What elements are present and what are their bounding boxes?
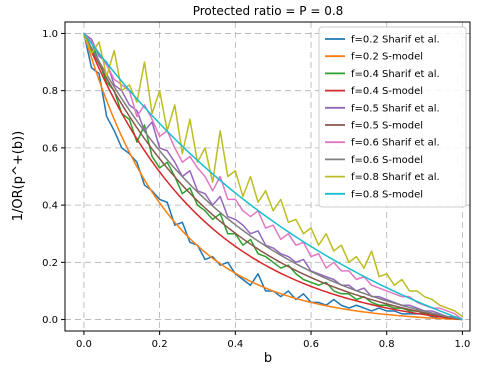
y-axis-ticks: 0.0 0.2 0.4 0.6 0.8 1.0 [42, 29, 65, 326]
plot-frame [64, 21, 471, 332]
legend-label: f=0.8 Sharif et al. [351, 172, 440, 183]
y-tick-label: 0.8 [42, 86, 58, 97]
series-line-7 [83, 33, 463, 321]
x-axis-label: b [264, 351, 272, 366]
series-line-1 [83, 33, 463, 321]
legend-label: f=0.4 S-model [351, 86, 423, 97]
x-tick-label: 0.4 [227, 339, 243, 350]
series-line-3 [83, 33, 463, 321]
chart-title: Protected ratio = P = 0.8 [193, 4, 344, 18]
legend-label: f=0.6 Sharif et al. [351, 138, 440, 149]
x-tick-label: 0.0 [76, 339, 92, 350]
y-tick-label: 0.4 [42, 201, 58, 212]
x-axis-ticks: 0.0 0.2 0.4 0.6 0.8 1.0 [76, 331, 470, 350]
x-tick-label: 0.8 [379, 339, 395, 350]
y-tick-label: 1.0 [42, 29, 58, 40]
legend-label: f=0.2 Sharif et al. [351, 35, 440, 46]
series-line-9 [83, 32, 463, 321]
series-layer [83, 32, 463, 321]
y-tick-label: 0.2 [42, 258, 58, 269]
legend-box [318, 26, 467, 208]
legend-label: f=0.5 S-model [351, 121, 423, 132]
y-axis-label: 1/OR(p^+(b)) [11, 131, 26, 222]
y-tick-label: 0.0 [42, 315, 58, 326]
legend-label: f=0.2 S-model [351, 52, 423, 63]
y-tick-label: 0.6 [42, 143, 58, 154]
series-line-5 [83, 33, 463, 321]
legend-label: f=0.4 Sharif et al. [351, 69, 440, 80]
x-tick-label: 0.6 [303, 339, 319, 350]
legend-label: f=0.8 S-model [351, 189, 423, 200]
x-tick-label: 1.0 [454, 339, 470, 350]
legend-label: f=0.5 Sharif et al. [351, 103, 440, 114]
series-line-8 [83, 33, 463, 318]
legend: f=0.2 Sharif et al. f=0.2 S-model f=0.4 Sh… [318, 26, 467, 208]
x-tick-label: 0.2 [152, 339, 168, 350]
legend-label: f=0.6 S-model [351, 155, 423, 166]
